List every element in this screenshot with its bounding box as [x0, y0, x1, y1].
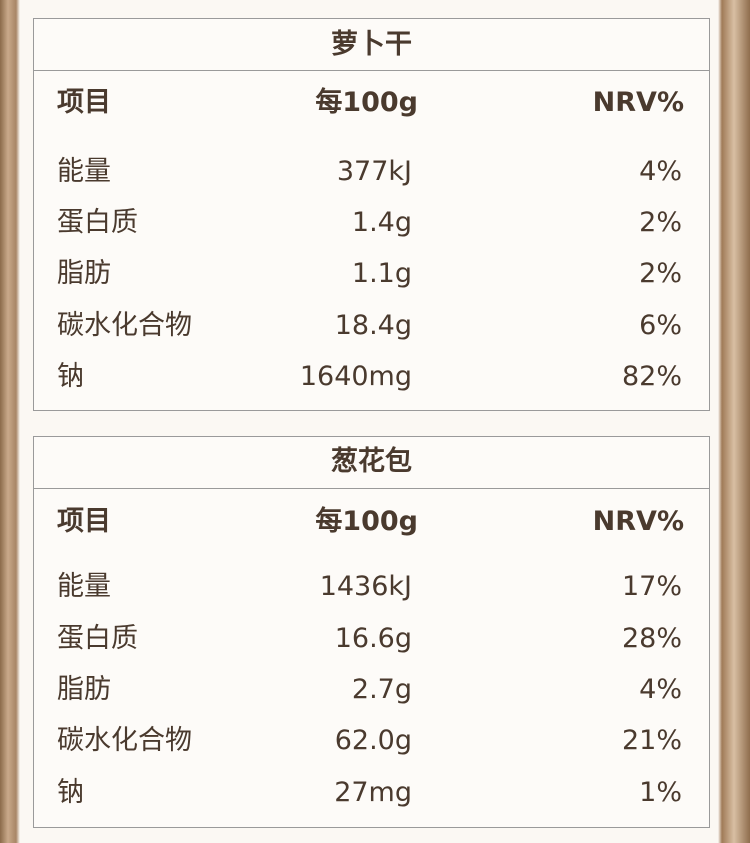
- divider: [34, 70, 709, 71]
- nutrition-table: 葱花包项目 每100g NRV% 能量 1436kJ 17% 蛋白质 16.6g 28% 脂肪 2.…: [33, 436, 710, 828]
- table-cell: 1.4g: [351, 207, 412, 238]
- table-cell: 脂肪: [57, 258, 111, 289]
- table-cell: 碳水化合物: [57, 310, 192, 341]
- table-cell: 377kJ: [336, 156, 412, 187]
- header-cell: 每100g: [315, 506, 418, 537]
- table-cell: 能量: [57, 571, 111, 602]
- table-cell: 18.4g: [334, 310, 412, 341]
- table-cell: 1.1g: [351, 258, 412, 289]
- nutrition-table: 萝卜干项目 每100g NRV% 能量 377kJ 4% 蛋白质 1.4g 2% 脂肪 1.1g 2%…: [33, 18, 710, 411]
- table-cell: 脂肪: [57, 674, 111, 705]
- table-cell: 1640mg: [299, 361, 412, 392]
- header-cell: 项目: [57, 506, 111, 537]
- table-cell: 2%: [639, 258, 682, 289]
- header-cell: 每100g: [315, 87, 418, 118]
- table-cell: 1436kJ: [319, 571, 412, 602]
- table-cell: 蛋白质: [57, 623, 138, 654]
- table-cell: 钠: [57, 361, 84, 392]
- header-cell: NRV%: [592, 87, 684, 118]
- table-cell: 4%: [639, 156, 682, 187]
- table-cell: 27mg: [334, 777, 412, 808]
- table-cell: 17%: [621, 571, 682, 602]
- table-cell: 28%: [621, 623, 682, 654]
- table-cell: 4%: [639, 674, 682, 705]
- table-cell: 钠: [57, 777, 84, 808]
- table-cell: 2%: [639, 207, 682, 238]
- divider: [34, 488, 709, 489]
- table-cell: 6%: [639, 310, 682, 341]
- table-cell: 62.0g: [334, 725, 412, 756]
- header-cell: NRV%: [592, 506, 684, 537]
- table-cell: 2.7g: [351, 674, 412, 705]
- table-cell: 能量: [57, 156, 111, 187]
- table-title: 萝卜干: [331, 29, 412, 60]
- table-cell: 碳水化合物: [57, 725, 192, 756]
- table-cell: 21%: [621, 725, 682, 756]
- table-cell: 1%: [639, 777, 682, 808]
- table-cell: 82%: [621, 361, 682, 392]
- header-cell: 项目: [57, 87, 111, 118]
- table-cell: 16.6g: [334, 623, 412, 654]
- table-title: 葱花包: [331, 446, 412, 477]
- table-cell: 蛋白质: [57, 207, 138, 238]
